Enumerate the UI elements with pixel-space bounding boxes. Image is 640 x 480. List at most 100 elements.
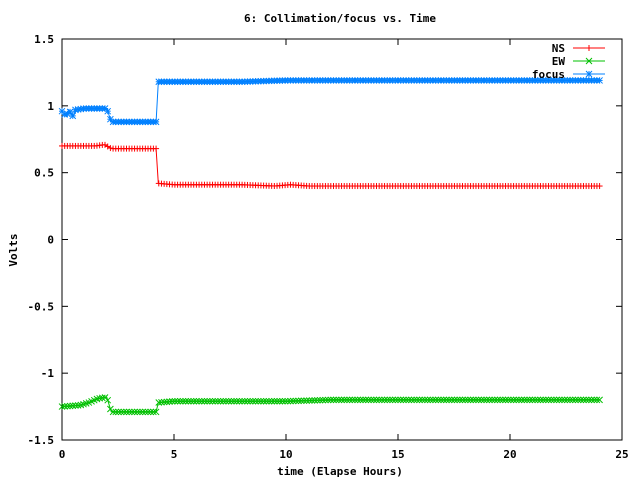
- data-point: [184, 397, 192, 405]
- x-tick-label: 10: [279, 448, 292, 461]
- data-point: [445, 396, 453, 404]
- data-point: [144, 408, 152, 416]
- marker-stroke: [284, 397, 292, 405]
- data-point: [367, 396, 375, 404]
- data-point: [443, 396, 450, 404]
- marker-stroke: [545, 396, 552, 404]
- data-point: [117, 408, 125, 416]
- marker-stroke: [520, 396, 528, 404]
- marker-stroke: [443, 396, 450, 404]
- data-point: [209, 397, 216, 405]
- data-point: [459, 396, 466, 404]
- data-point: [74, 402, 82, 409]
- marker-stroke: [201, 397, 208, 405]
- data-point: [335, 396, 343, 404]
- marker-stroke: [480, 396, 488, 404]
- data-point: [475, 396, 482, 404]
- marker-stroke: [558, 396, 566, 404]
- data-point: [316, 396, 324, 404]
- data-point: [596, 396, 603, 404]
- marker-stroke: [270, 397, 278, 405]
- data-point: [469, 396, 477, 404]
- data-point: [107, 145, 114, 152]
- marker-stroke: [319, 396, 327, 404]
- marker-stroke: [163, 398, 171, 406]
- series-layer: [58, 77, 603, 416]
- marker-stroke: [166, 398, 173, 405]
- marker-stroke: [416, 396, 423, 404]
- marker-stroke: [472, 396, 480, 404]
- data-point: [577, 396, 585, 404]
- data-point: [569, 396, 577, 404]
- y-axis: -1.5 -1 -0.5 0 0.5 1 1.5: [28, 33, 622, 447]
- data-point: [98, 394, 106, 402]
- marker-stroke: [217, 397, 224, 405]
- data-point: [168, 398, 176, 405]
- marker-stroke: [547, 396, 555, 404]
- marker-stroke: [58, 403, 66, 410]
- marker-stroke: [72, 402, 79, 409]
- marker-stroke: [179, 397, 187, 405]
- data-point: [440, 396, 448, 404]
- data-point: [133, 408, 141, 416]
- data-point: [174, 397, 181, 405]
- legend-marker-NS: [586, 45, 592, 51]
- marker-stroke: [262, 397, 270, 405]
- marker-stroke: [227, 397, 235, 405]
- data-point: [158, 398, 165, 406]
- marker-stroke: [408, 396, 415, 404]
- data-point: [523, 396, 531, 404]
- data-point: [273, 397, 281, 405]
- data-point: [176, 397, 184, 405]
- data-point: [96, 394, 103, 402]
- marker-stroke: [340, 396, 348, 404]
- data-point: [590, 396, 598, 404]
- data-point: [236, 397, 243, 405]
- marker-stroke: [494, 396, 501, 404]
- marker-stroke: [477, 396, 485, 404]
- marker-stroke: [238, 397, 246, 405]
- marker-stroke: [187, 397, 195, 405]
- data-point: [531, 396, 539, 404]
- data-point: [486, 396, 493, 404]
- marker-stroke: [265, 397, 273, 405]
- data-point: [338, 396, 345, 404]
- data-point: [483, 396, 491, 404]
- marker-stroke: [316, 396, 324, 404]
- marker-stroke: [386, 396, 394, 404]
- data-point: [112, 408, 120, 416]
- data-point: [139, 408, 146, 416]
- marker-stroke: [193, 397, 200, 405]
- data-point: [437, 396, 445, 404]
- data-point: [429, 396, 437, 404]
- data-point: [160, 398, 168, 406]
- marker-stroke: [590, 396, 598, 404]
- marker-stroke: [346, 396, 353, 404]
- data-point: [136, 408, 144, 416]
- marker-stroke: [467, 396, 474, 404]
- data-point: [287, 397, 294, 405]
- data-point: [346, 396, 353, 404]
- data-point: [109, 408, 117, 416]
- data-point: [155, 399, 163, 406]
- marker-stroke: [400, 396, 407, 404]
- data-point: [330, 396, 337, 404]
- data-point: [359, 396, 367, 404]
- marker-stroke: [230, 397, 238, 405]
- data-point: [400, 396, 407, 404]
- marker-stroke: [381, 396, 388, 404]
- data-point: [534, 396, 542, 404]
- data-point: [115, 408, 122, 416]
- marker-stroke: [351, 396, 359, 404]
- series-EW: [58, 394, 603, 416]
- marker-stroke: [300, 397, 308, 405]
- marker-stroke: [198, 397, 206, 405]
- marker-stroke: [268, 397, 276, 405]
- marker-stroke: [64, 402, 71, 410]
- marker-stroke: [348, 396, 356, 404]
- marker-stroke: [206, 397, 214, 405]
- y-tick-label: -1: [41, 367, 55, 380]
- marker-stroke: [144, 408, 152, 416]
